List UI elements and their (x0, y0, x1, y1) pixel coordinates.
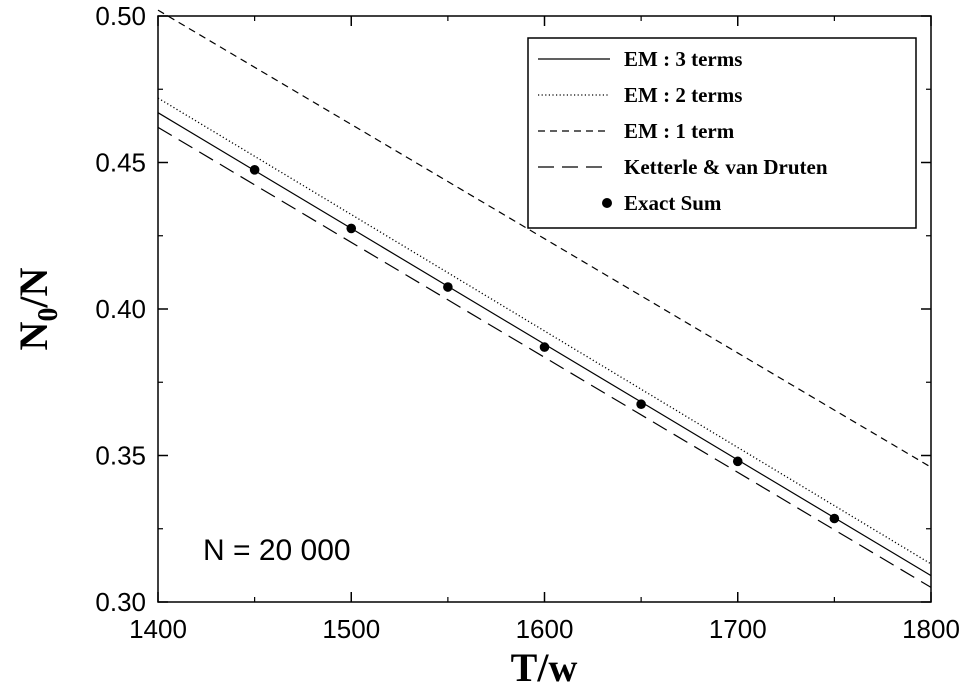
series-line-em-1-term (157, 9, 932, 468)
data-point-exact-sum (636, 399, 646, 410)
data-point-exact-sum (732, 456, 743, 467)
data-point-exact-sum (443, 282, 453, 292)
legend: EM : 3 terms EM : 2 terms EM : 1 term Kette… (527, 37, 917, 229)
data-point-exact-sum (539, 342, 550, 352)
data-point-exact-sum (829, 513, 840, 524)
svg-text:N0/N: N0/N (11, 267, 64, 350)
legend-label-ketterle-van-druten: Ketterle & van Druten (624, 155, 828, 179)
x-axis-title: T/w (511, 645, 578, 690)
x-tick-label: 1500 (322, 614, 380, 644)
legend-swatch-exact-sum (602, 198, 612, 208)
y-axis-title-rest: /N (11, 267, 56, 308)
legend-label-em-3-terms: EM : 3 terms (624, 47, 742, 71)
x-tick-label: 1800 (902, 614, 960, 644)
y-tick-label: 0.30 (95, 587, 146, 617)
y-axis-title: N0/N (11, 267, 64, 350)
y-tick-label: 0.50 (95, 1, 146, 31)
y-axis-title-main: N (11, 321, 56, 350)
annotation-n: N = 20 000 (203, 534, 351, 567)
y-tick-label: 0.35 (95, 441, 146, 471)
x-tick-label: 1400 (129, 614, 187, 644)
legend-label-exact-sum: Exact Sum (624, 191, 722, 215)
y-tick-label: 0.40 (95, 294, 146, 324)
series-line-ketterle-van-druten (157, 126, 932, 588)
data-point-exact-sum (249, 165, 260, 175)
data-point-exact-sum (346, 223, 357, 234)
y-tick-label: 0.45 (95, 148, 146, 178)
x-tick-label: 1600 (516, 614, 574, 644)
x-tick-label: 1700 (709, 614, 767, 644)
legend-label-em-1-term: EM : 1 term (624, 119, 735, 143)
y-axis-title-subscript: 0 (33, 308, 64, 322)
legend-label-em-2-terms: EM : 2 terms (624, 83, 742, 107)
legend-box (527, 37, 917, 229)
